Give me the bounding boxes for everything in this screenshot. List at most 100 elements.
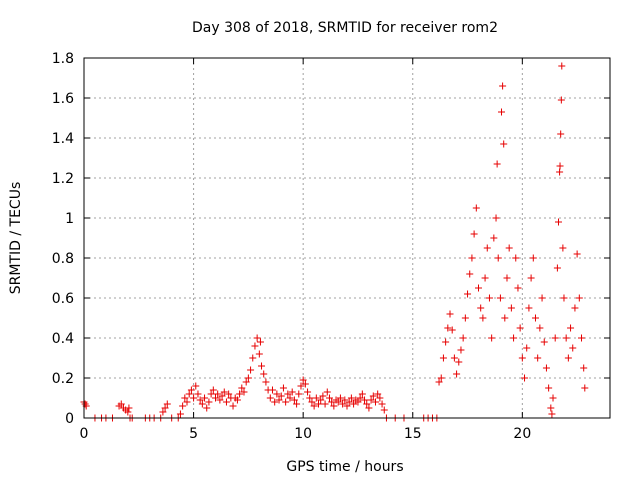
data-point [275, 396, 283, 404]
data-point [580, 364, 588, 372]
data-point [492, 214, 500, 222]
data-point [356, 394, 364, 402]
data-point [240, 388, 248, 396]
data-point [279, 384, 287, 392]
data-point [442, 338, 450, 346]
y-tick-label: 0 [65, 411, 74, 427]
data-point [358, 390, 366, 398]
data-point [540, 338, 548, 346]
y-tick-label: 1.8 [52, 51, 74, 67]
data-point [374, 390, 382, 398]
data-point [321, 400, 329, 408]
data-point [479, 314, 487, 322]
data-point [493, 160, 501, 168]
data-point [249, 354, 257, 362]
data-point [468, 254, 476, 262]
data-point [548, 410, 556, 418]
data-point [176, 410, 184, 418]
data-point [529, 254, 537, 262]
data-point [317, 396, 325, 404]
data-point [258, 362, 266, 370]
data-point [483, 244, 491, 252]
data-point [203, 404, 211, 412]
data-point [354, 398, 362, 406]
data-point [557, 130, 565, 138]
y-tick-label: 0.8 [52, 251, 74, 267]
data-point [435, 378, 443, 386]
data-point [507, 304, 515, 312]
data-point [369, 392, 377, 400]
data-point [209, 386, 217, 394]
data-point [560, 294, 568, 302]
data-point [328, 398, 336, 406]
data-point [542, 364, 550, 372]
data-point [501, 314, 509, 322]
y-axis-label: SRMTID / TECUs [8, 182, 24, 295]
data-point [500, 140, 508, 148]
data-series [80, 62, 589, 422]
data-point [437, 374, 445, 382]
data-point [534, 354, 542, 362]
data-point [277, 392, 285, 400]
data-point [212, 394, 219, 402]
data-point [190, 394, 198, 402]
data-point [266, 394, 274, 402]
y-tick-label: 0.4 [52, 331, 74, 347]
data-point [345, 398, 353, 406]
data-point [490, 234, 498, 242]
data-point [336, 394, 344, 402]
data-point [255, 350, 263, 358]
data-point [378, 400, 386, 408]
chart-title: Day 308 of 2018, SRMTID for receiver rom… [192, 20, 498, 36]
data-point [547, 404, 555, 412]
data-point [295, 390, 303, 398]
data-point [498, 108, 506, 116]
data-point [488, 334, 496, 342]
data-point [236, 390, 244, 398]
data-point [470, 230, 478, 238]
data-point [238, 384, 246, 392]
data-point [233, 396, 241, 404]
data-point [505, 244, 513, 252]
data-point [301, 380, 309, 388]
data-point [183, 398, 191, 406]
data-point [163, 400, 171, 408]
data-point [559, 244, 567, 252]
data-point [308, 398, 316, 406]
data-point [361, 396, 369, 404]
data-point [575, 294, 583, 302]
data-point [527, 274, 535, 282]
data-point [304, 388, 312, 396]
data-point [220, 388, 228, 396]
data-point [514, 284, 522, 292]
data-point [207, 390, 215, 398]
data-point [573, 250, 581, 258]
data-point [581, 384, 589, 392]
data-point [159, 408, 167, 416]
data-point [334, 398, 342, 406]
data-point [297, 382, 305, 390]
data-point [310, 402, 318, 410]
data-point [380, 406, 388, 414]
data-point [459, 334, 467, 342]
data-point [253, 334, 261, 342]
data-point [578, 334, 586, 342]
data-point [284, 390, 292, 398]
data-point [299, 376, 307, 384]
data-point [244, 374, 252, 382]
data-point [538, 294, 546, 302]
data-point [251, 342, 259, 350]
data-point [262, 378, 270, 386]
data-point [271, 398, 279, 406]
data-point [205, 398, 213, 406]
data-point [198, 400, 206, 408]
data-point [558, 62, 566, 70]
data-point [461, 314, 469, 322]
data-point [554, 218, 562, 226]
data-point [124, 408, 132, 416]
data-point [229, 402, 237, 410]
data-point [503, 274, 511, 282]
y-tick-label: 1.6 [52, 91, 74, 107]
data-point [439, 354, 447, 362]
data-point [286, 394, 294, 402]
